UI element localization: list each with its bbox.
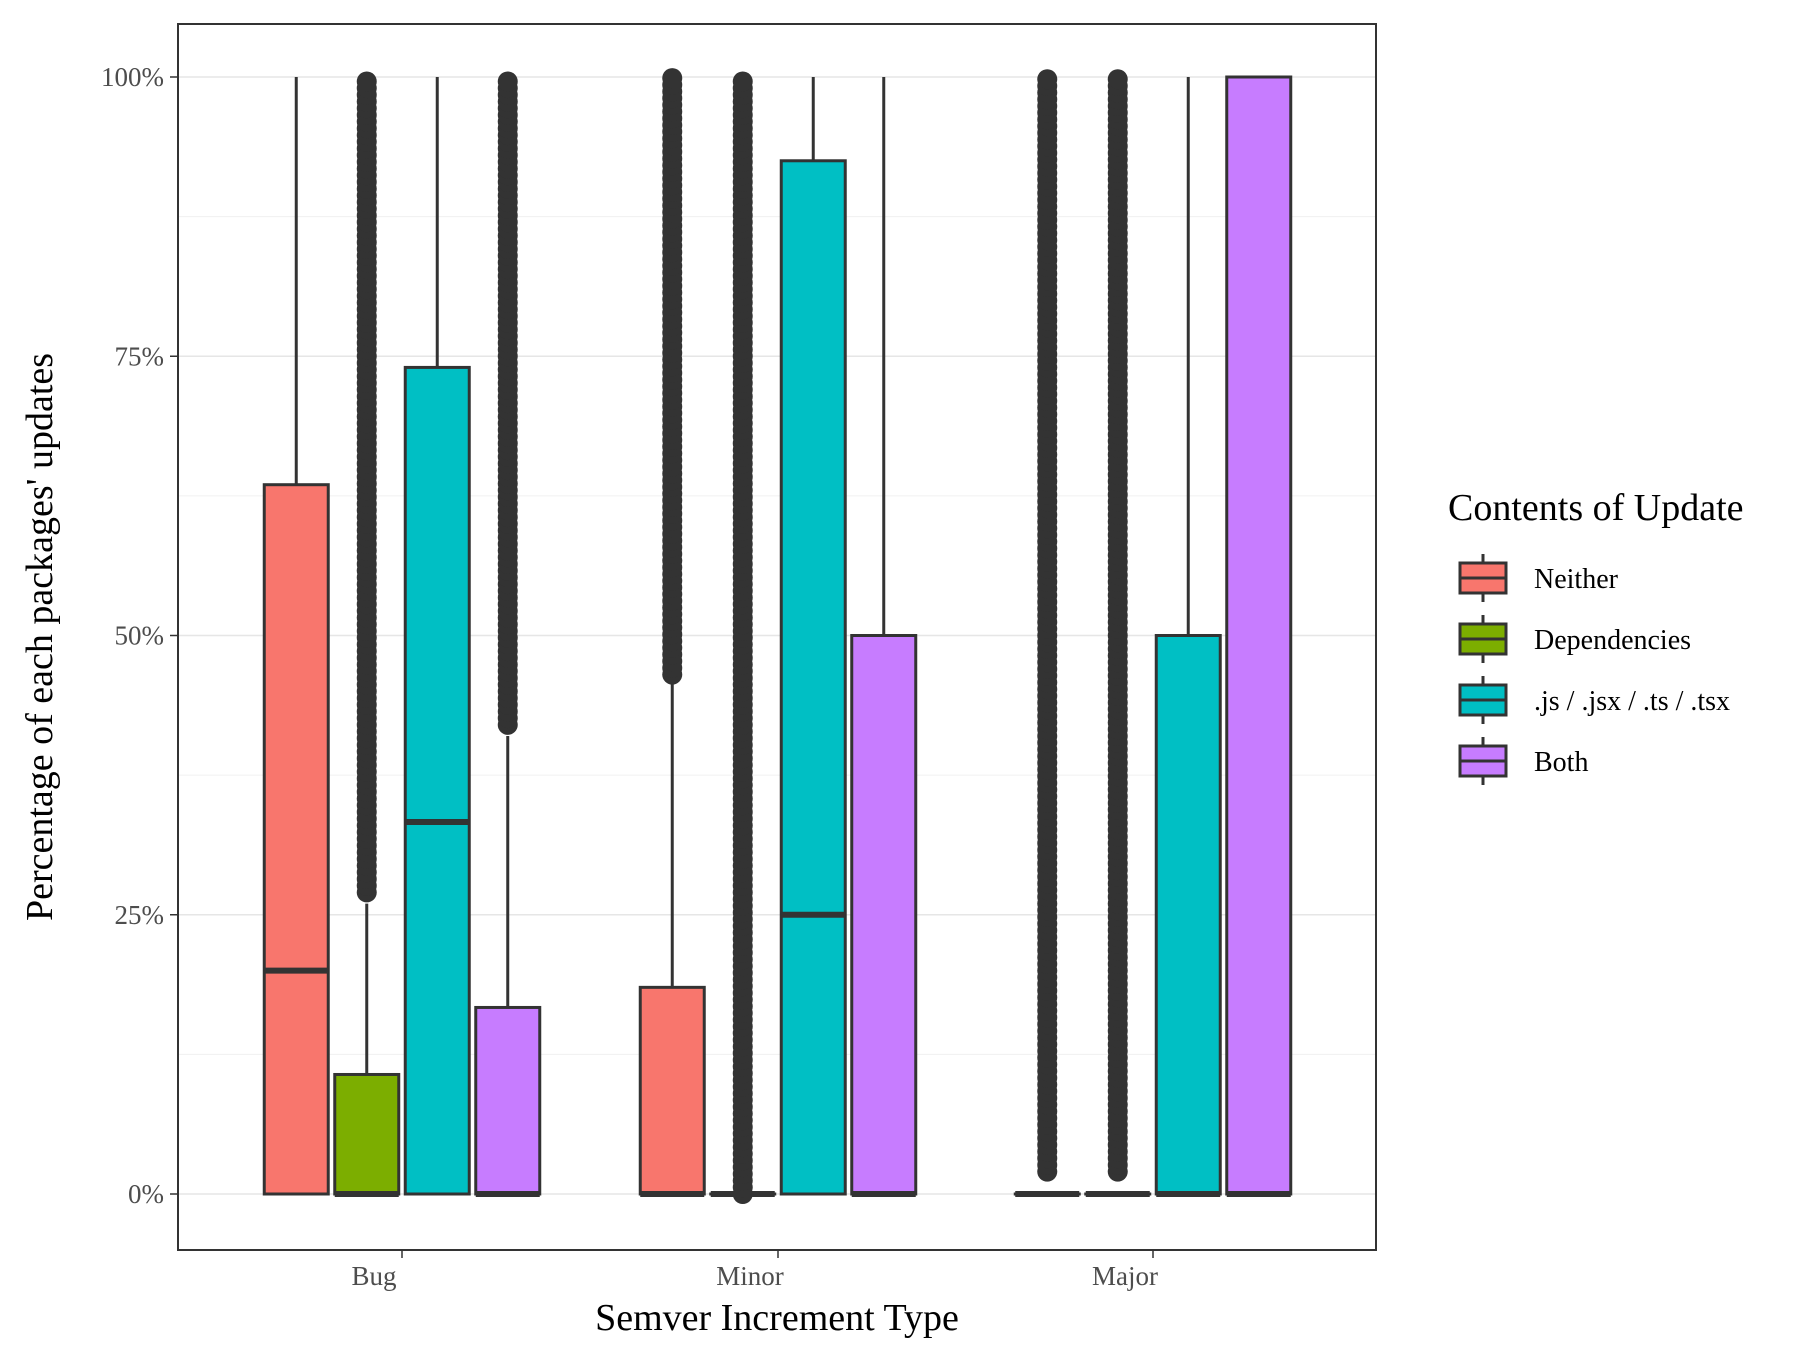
y-tick-label: 25%: [115, 900, 165, 930]
x-tick-label: Major: [1092, 1261, 1158, 1291]
y-tick-label: 75%: [115, 341, 165, 371]
legend-title: Contents of Update: [1448, 487, 1744, 529]
box: [333, 1072, 401, 1196]
gridlines: [178, 76, 1376, 1195]
box: [850, 634, 918, 1196]
y-tick-label: 50%: [115, 621, 165, 651]
x-axis: Bug Minor Major: [351, 1250, 1158, 1291]
legend-label: Dependencies: [1534, 625, 1691, 656]
box: [1154, 634, 1222, 1196]
box: [1225, 75, 1293, 1196]
y-tick-label: 0%: [128, 1179, 164, 1209]
box: [779, 159, 847, 1196]
legend-label: Both: [1534, 747, 1588, 778]
boxes: [262, 68, 1293, 1204]
legend: Contents of Update Neither Dependencies .j…: [1448, 487, 1744, 785]
outlier-point: [1107, 69, 1128, 90]
x-axis-title: Semver Increment Type: [595, 1297, 959, 1339]
legend-label: .js / .jsx / .ts / .tsx: [1534, 686, 1730, 717]
box: [474, 1005, 542, 1196]
y-tick-label: 100%: [101, 62, 164, 92]
legend-items: Neither Dependencies .js / .jsx / .ts / .t…: [1458, 554, 1730, 785]
box: [403, 365, 471, 1196]
box: [638, 985, 706, 1196]
outlier-point: [732, 71, 753, 92]
box: [262, 483, 330, 1196]
x-tick-label: Bug: [351, 1261, 396, 1291]
y-axis-title: Percentage of each packages' updates: [19, 353, 61, 921]
plot-panel-border: [177, 23, 1377, 1251]
legend-label: Neither: [1534, 564, 1619, 595]
outlier-point: [497, 71, 518, 92]
outlier-point: [662, 68, 683, 89]
y-axis: 0% 25% 50% 75% 100%: [101, 62, 178, 1209]
x-tick-label: Minor: [716, 1261, 784, 1291]
outlier-point: [1037, 69, 1058, 90]
outlier-point: [356, 71, 377, 92]
